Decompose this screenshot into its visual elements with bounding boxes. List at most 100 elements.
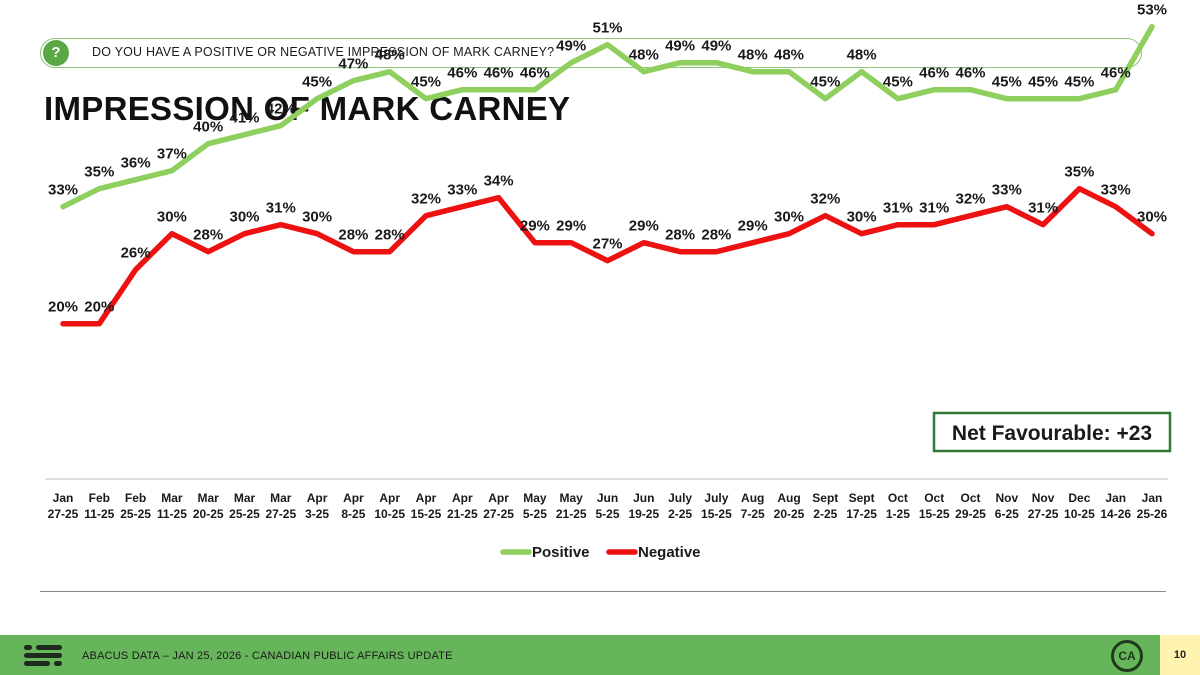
data-label-negative: 31% [1028,200,1058,217]
data-label-negative: 32% [810,191,840,208]
ca-badge: CA [1111,640,1143,672]
data-label-positive: 49% [556,38,586,55]
x-tick-label: 3-25 [305,507,329,521]
data-label-positive: 46% [447,65,477,82]
x-tick-label: Sept [812,491,838,505]
x-tick-label: Apr [452,491,473,505]
data-label-positive: 45% [883,74,913,91]
data-label-negative: 30% [1137,209,1167,226]
x-tick-label: Jan [53,491,74,505]
data-label-positive: 46% [955,65,985,82]
data-label-negative: 33% [1101,182,1131,199]
data-label-negative: 32% [955,191,985,208]
data-label-negative: 33% [992,182,1022,199]
data-label-negative: 28% [338,227,368,244]
x-tick-label: 7-25 [741,507,765,521]
data-label-negative: 32% [411,191,441,208]
data-label-positive: 36% [121,155,151,172]
footer-bar [0,635,1160,675]
x-tick-label: 17-25 [846,507,877,521]
x-tick-label: 15-25 [919,507,950,521]
x-tick-label: Aug [777,491,800,505]
x-tick-label: 15-25 [411,507,442,521]
footer-source: ABACUS DATA – JAN 25, 2026 - CANADIAN PU… [82,650,453,662]
data-label-negative: 34% [484,173,514,190]
x-tick-label: 20-25 [774,507,805,521]
x-tick-label: Apr [379,491,400,505]
data-label-positive: 46% [919,65,949,82]
data-label-negative: 31% [266,200,296,217]
data-label-negative: 29% [738,218,768,235]
x-tick-label: Jun [633,491,654,505]
data-label-negative: 27% [592,236,622,253]
x-tick-label: 14-26 [1100,507,1131,521]
footer-divider [40,591,1166,592]
x-tick-label: Nov [995,491,1018,505]
data-label-positive: 33% [48,182,78,199]
data-label-positive: 47% [338,56,368,73]
x-tick-label: 8-25 [341,507,365,521]
data-label-positive: 53% [1137,2,1167,19]
data-label-positive: 41% [229,110,259,127]
x-tick-label: 10-25 [374,507,405,521]
x-tick-label: 27-25 [483,507,514,521]
data-label-positive: 40% [193,119,223,136]
legend-label-negative: Negative [638,544,701,561]
x-tick-label: 25-26 [1137,507,1168,521]
x-tick-label: Mar [270,491,292,505]
x-tick-label: 25-25 [120,507,151,521]
data-label-negative: 28% [665,227,695,244]
page-number: 10 [1160,635,1200,675]
x-tick-label: Jan [1105,491,1126,505]
data-label-positive: 45% [302,74,332,91]
abacus-logo-icon [24,645,62,666]
x-tick-label: Apr [488,491,509,505]
data-label-positive: 46% [1101,65,1131,82]
data-label-negative: 29% [629,218,659,235]
data-label-positive: 48% [847,47,877,64]
data-label-positive: 35% [84,164,114,181]
x-tick-label: Mar [161,491,183,505]
data-label-negative: 30% [302,209,332,226]
survey-question: DO YOU HAVE A POSITIVE OR NEGATIVE IMPRE… [92,45,555,59]
data-label-negative: 20% [84,299,114,316]
x-tick-label: 27-25 [1028,507,1059,521]
x-tick-label: July [668,491,692,505]
data-label-negative: 29% [556,218,586,235]
data-label-negative: 28% [193,227,223,244]
x-tick-label: 6-25 [995,507,1019,521]
x-tick-label: 25-25 [229,507,260,521]
x-tick-label: Jan [1142,491,1163,505]
line-chart: 33% 35% 36% 37% 40% 41% 42% 45% 47% 48% 45% 46% 46% 4… [45,2,1172,561]
x-tick-label: 27-25 [48,507,79,521]
data-label-negative: 31% [883,200,913,217]
x-tick-label: Apr [343,491,364,505]
x-tick-label: 11-25 [84,507,114,521]
data-label-negative: 30% [847,209,877,226]
x-tick-label: Mar [234,491,256,505]
x-tick-label: 19-25 [628,507,659,521]
x-tick-label: May [523,491,547,505]
data-label-negative: 29% [520,218,550,235]
x-tick-label: 29-25 [955,507,986,521]
data-label-negative: 26% [121,245,151,262]
x-tick-label: 10-25 [1064,507,1095,521]
legend-label-positive: Positive [532,544,590,561]
x-tick-label: 1-25 [886,507,910,521]
x-tick-label: Mar [198,491,220,505]
data-label-negative: 33% [447,182,477,199]
data-label-positive: 46% [520,65,550,82]
data-label-positive: 46% [484,65,514,82]
x-tick-label: Oct [888,491,908,505]
data-label-positive: 49% [665,38,695,55]
question-bubble-icon: ? [43,40,69,66]
data-label-positive: 49% [701,38,731,55]
net-favourable-label: Net Favourable: +23 [952,422,1152,445]
data-label-negative: 30% [774,209,804,226]
data-label-positive: 48% [629,47,659,64]
x-tick-label: 5-25 [523,507,547,521]
x-tick-label: 11-25 [157,507,187,521]
data-label-negative: 30% [157,209,187,226]
data-label-positive: 51% [592,20,622,37]
data-label-negative: 20% [48,299,78,316]
